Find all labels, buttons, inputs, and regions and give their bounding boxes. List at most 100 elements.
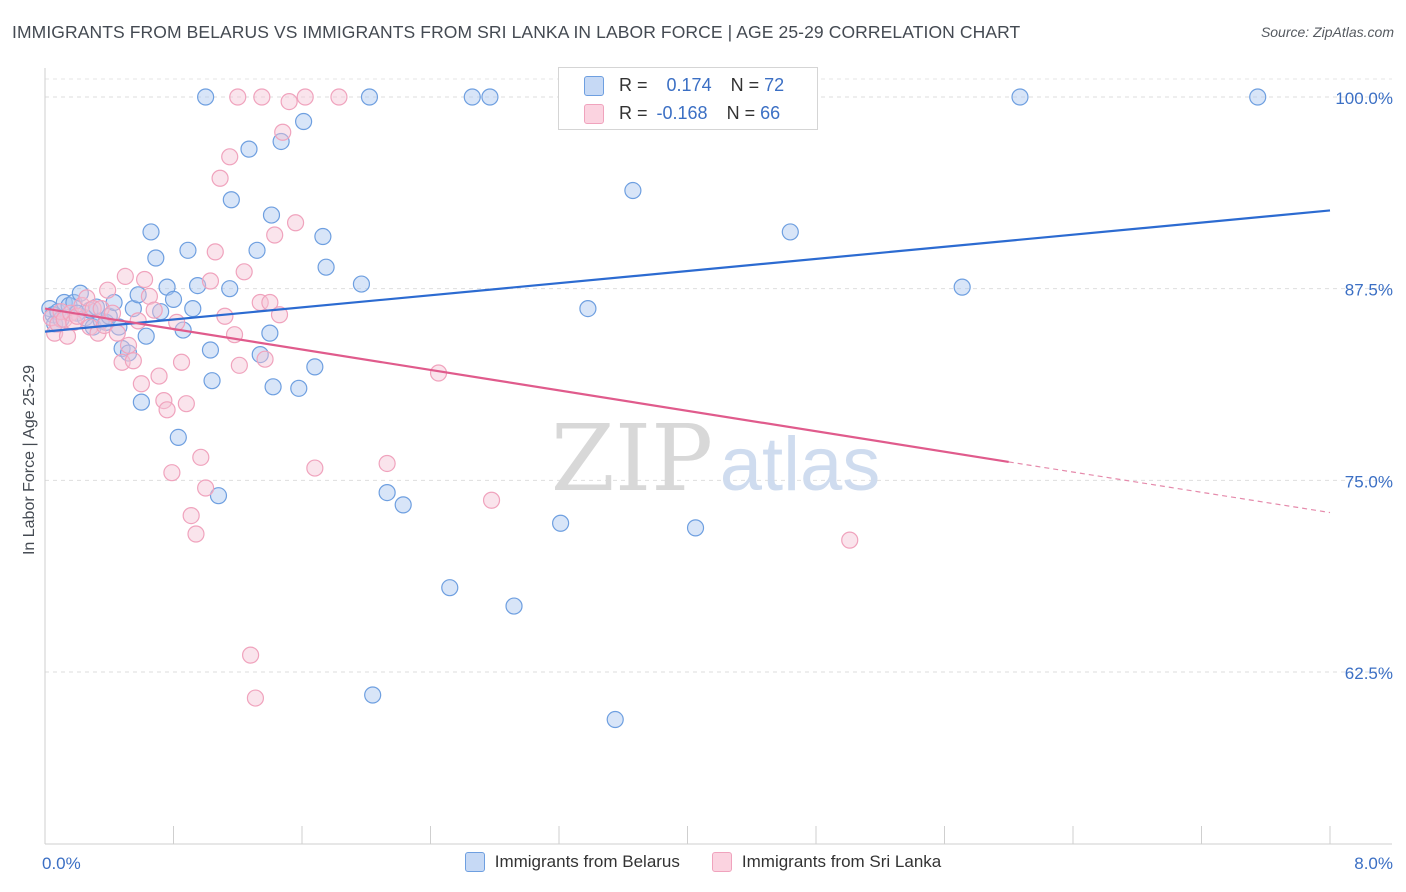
point-belarus [953, 278, 971, 296]
point-belarus [579, 300, 597, 318]
point-belarus [290, 379, 308, 397]
point-srilanka [841, 531, 859, 549]
point-belarus [1011, 88, 1029, 106]
point-srilanka [119, 336, 138, 354]
point-srilanka [182, 506, 200, 525]
correlation-swatch-srilanka [584, 104, 604, 124]
legend-swatch-belarus [464, 852, 485, 872]
point-srilanka [46, 324, 64, 342]
n-value: 66 [760, 103, 781, 123]
y-axis-label: In Labor Force | Age 25-29 [21, 364, 38, 556]
point-belarus [197, 88, 215, 106]
point-belarus [169, 428, 187, 446]
point-srilanka [266, 226, 284, 244]
point-belarus [251, 346, 269, 364]
n-label: N = [730, 75, 760, 95]
point-srilanka [158, 401, 176, 419]
point-belarus [441, 579, 459, 597]
point-belarus [481, 88, 499, 106]
point-belarus [394, 496, 412, 514]
point-belarus [1249, 88, 1267, 106]
point-belarus [132, 393, 150, 411]
point-srilanka [108, 324, 126, 342]
legend-label-srilanka: Immigrants from Sri Lanka [741, 852, 942, 871]
point-belarus [295, 112, 313, 131]
point-srilanka [197, 479, 215, 497]
point-srilanka [192, 448, 210, 466]
trend-lines [44, 209, 1331, 514]
point-srilanka [280, 92, 298, 111]
point-srilanka [230, 356, 248, 374]
point-srilanka [58, 327, 77, 345]
point-belarus [110, 318, 128, 336]
trend-line-srilanka [44, 307, 1009, 464]
point-belarus [314, 227, 332, 246]
point-belarus [364, 686, 382, 704]
point-srilanka [155, 392, 173, 410]
y-tick-label: 75.0% [1345, 472, 1393, 491]
point-belarus [262, 206, 281, 224]
point-belarus [306, 358, 324, 376]
point-srilanka [103, 304, 122, 322]
point-belarus [142, 223, 160, 241]
point-srilanka [274, 123, 292, 141]
axes [44, 68, 1392, 845]
point-belarus [147, 249, 165, 267]
legend-item-belarus[interactable]: Immigrants from Belarus [464, 852, 680, 872]
point-belarus [179, 241, 197, 259]
point-belarus [248, 241, 266, 259]
point-srilanka [296, 88, 314, 106]
point-belarus [55, 293, 73, 312]
point-belarus [781, 223, 799, 241]
chart-title: IMMIGRANTS FROM BELARUS VS IMMIGRANTS FR… [12, 22, 1021, 42]
point-srilanka [253, 88, 271, 106]
n-label: N = [726, 103, 756, 123]
point-belarus [624, 181, 642, 200]
point-belarus [552, 514, 570, 532]
trend-line-belarus [44, 209, 1331, 333]
point-belarus [360, 88, 379, 106]
point-srilanka [163, 464, 181, 482]
point-srilanka [201, 272, 220, 290]
source-label: Source: ZipAtlas.com [1260, 24, 1394, 40]
point-srilanka [177, 395, 195, 413]
point-belarus [184, 300, 202, 318]
x-tick-label: 8.0% [1354, 854, 1393, 873]
r-label: R = [619, 103, 648, 123]
point-srilanka [129, 312, 147, 330]
point-belarus [606, 710, 624, 729]
point-srilanka [286, 214, 305, 232]
point-srilanka [482, 491, 501, 509]
point-srilanka [124, 352, 142, 370]
point-srilanka [242, 646, 260, 664]
point-srilanka [229, 88, 247, 106]
point-belarus [209, 487, 228, 505]
point-belarus [201, 341, 220, 359]
point-srilanka [256, 350, 274, 368]
point-belarus [463, 88, 481, 106]
watermark: ZIP atlas [551, 405, 880, 512]
point-belarus [164, 290, 183, 308]
watermark-atlas: atlas [720, 422, 881, 507]
point-srilanka [135, 270, 154, 289]
point-belarus [203, 372, 221, 390]
legend: Immigrants from Belarus Immigrants from … [0, 852, 1406, 872]
point-srilanka [378, 454, 396, 473]
point-belarus [352, 275, 371, 293]
point-srilanka [235, 263, 253, 281]
point-srilanka [246, 689, 265, 707]
point-belarus [505, 597, 523, 615]
point-belarus [137, 327, 155, 345]
legend-swatch-srilanka [711, 852, 732, 872]
correlation-text-belarus: R = 0.174 N = 72 [619, 75, 784, 96]
correlation-text-srilanka: R = -0.168 N = 66 [619, 103, 780, 124]
legend-item-srilanka[interactable]: Immigrants from Sri Lanka [711, 852, 942, 872]
watermark-zip: ZIP [551, 405, 713, 512]
point-belarus [264, 378, 282, 396]
tick-labels: 100.0% 87.5% 75.0% 62.5% 0.0% 8.0% [42, 89, 1393, 873]
point-belarus [317, 258, 335, 276]
point-belarus [240, 140, 258, 158]
point-belarus [261, 324, 279, 342]
point-srilanka [187, 525, 205, 543]
